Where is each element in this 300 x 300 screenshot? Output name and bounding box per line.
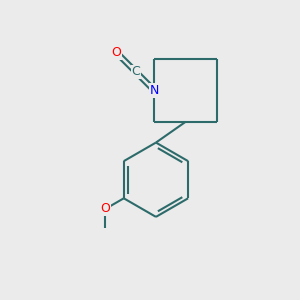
Text: N: N	[150, 84, 159, 97]
Text: C: C	[131, 65, 140, 78]
Text: O: O	[100, 202, 110, 215]
Text: O: O	[112, 46, 122, 59]
